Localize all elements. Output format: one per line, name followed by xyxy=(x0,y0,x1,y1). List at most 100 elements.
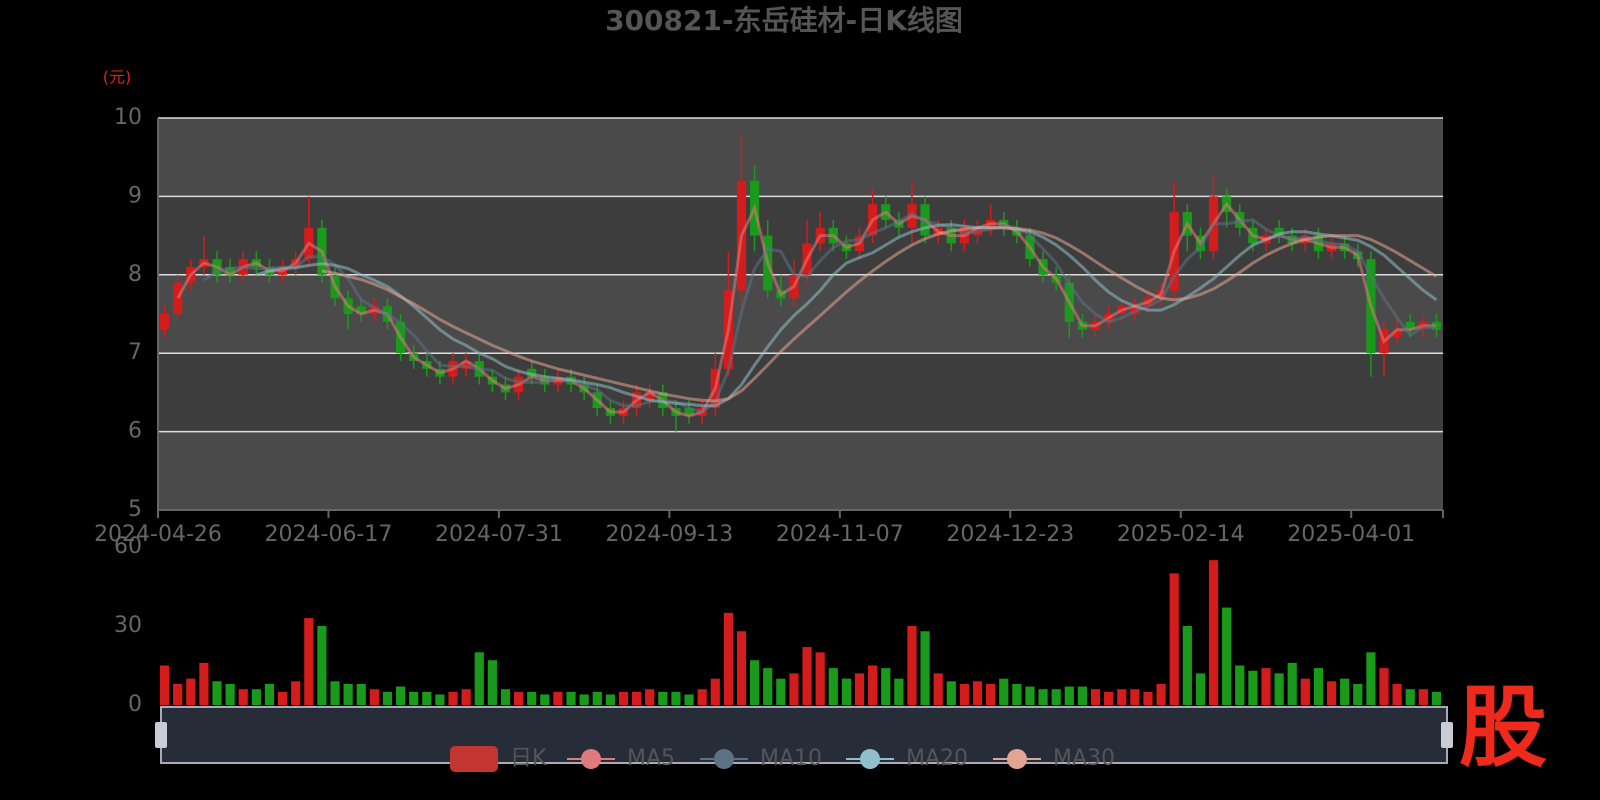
volume-bar xyxy=(933,673,943,705)
volume-bar xyxy=(317,626,327,705)
candle-body xyxy=(461,361,471,369)
volume-bar xyxy=(828,668,838,705)
legend: 日K MA5 MA10 MA20 MA30 xyxy=(450,746,1115,772)
volume-plot: 0 30 60 xyxy=(114,534,1442,717)
legend-icon xyxy=(1007,749,1027,769)
volume-bar xyxy=(881,668,891,705)
data-zoom[interactable] xyxy=(155,706,1453,764)
volume-bar xyxy=(1077,686,1088,705)
volume-bar xyxy=(1064,686,1074,705)
legend-label: MA30 xyxy=(1053,746,1115,771)
volume-bar xyxy=(959,683,969,705)
logo: 股 xyxy=(1459,676,1547,779)
volume-bar xyxy=(1025,686,1035,705)
volume-bar xyxy=(723,612,733,705)
volume-bar xyxy=(1222,607,1232,705)
volume-bar xyxy=(1117,689,1127,705)
candle-body xyxy=(1405,321,1415,330)
legend-icon xyxy=(714,749,734,769)
legend-icon xyxy=(860,749,880,769)
volume-bar xyxy=(697,689,707,705)
volume-bar xyxy=(1274,673,1284,705)
volume-bar xyxy=(461,689,471,705)
zoom-handle[interactable] xyxy=(1441,722,1453,748)
volume-bar xyxy=(1392,683,1402,705)
x-tick-label: 2024-09-13 xyxy=(605,522,733,547)
volume-bar xyxy=(920,631,930,705)
volume-bar xyxy=(999,678,1009,705)
volume-bar xyxy=(946,681,956,705)
candle-body xyxy=(527,368,537,377)
volume-bar xyxy=(264,683,275,705)
y-tick-label: 30 xyxy=(114,613,142,638)
volume-bar xyxy=(1104,691,1114,705)
x-tick-label: 2024-04-26 xyxy=(94,522,222,547)
volume-bar xyxy=(435,694,445,705)
volume-bar xyxy=(789,673,799,705)
y-tick-label: 5 xyxy=(128,497,142,522)
volume-bar xyxy=(173,683,183,705)
candle-body xyxy=(159,314,170,330)
y-tick-label: 9 xyxy=(128,183,142,208)
volume-bar xyxy=(1156,683,1166,705)
volume-bar xyxy=(159,665,170,705)
zoom-handle[interactable] xyxy=(155,722,167,748)
x-tick-label: 2025-04-01 xyxy=(1287,522,1415,547)
volume-bar xyxy=(1208,560,1219,705)
volume-bar xyxy=(894,678,904,705)
volume-bar xyxy=(212,681,222,705)
candle-body xyxy=(1274,227,1284,236)
volume-bar xyxy=(513,691,524,705)
volume-bar xyxy=(277,691,288,705)
legend-icon xyxy=(450,746,498,772)
candle-body xyxy=(645,392,655,401)
candle-body xyxy=(684,408,694,416)
y-tick-label: 60 xyxy=(114,534,142,559)
volume-bar xyxy=(540,694,550,705)
volume-bar xyxy=(986,683,996,705)
volume-bar xyxy=(395,686,406,705)
volume-bar xyxy=(579,694,589,705)
volume-bar xyxy=(356,683,366,705)
y-tick-label: 0 xyxy=(128,692,142,717)
volume-bar xyxy=(645,689,655,705)
volume-bar xyxy=(1248,670,1258,705)
volume-bar xyxy=(776,678,786,705)
volume-bar xyxy=(854,673,865,705)
volume-bar xyxy=(907,626,917,705)
volume-bar xyxy=(238,689,248,705)
ma-line xyxy=(255,223,1438,408)
main-plot xyxy=(159,133,1442,432)
legend-label: MA20 xyxy=(906,746,968,771)
volume-bar xyxy=(802,647,812,705)
candle-body xyxy=(1392,329,1402,338)
plot-area: 5 6 7 8 9 10 2024-04-26 2024-06-17 2024-07-31 202… xyxy=(94,105,1444,547)
y-tick-label: 6 xyxy=(128,419,142,444)
volume-bar xyxy=(1353,683,1363,705)
volume-bar xyxy=(186,678,196,705)
zoom-window[interactable] xyxy=(160,706,1448,764)
volume-bar xyxy=(1326,681,1337,705)
volume-bar xyxy=(1051,689,1061,705)
volume-bar xyxy=(1012,683,1022,705)
volume-bar xyxy=(566,691,576,705)
volume-bar xyxy=(1287,662,1297,705)
volume-bar xyxy=(972,681,983,705)
y-tick-label: 10 xyxy=(114,105,142,130)
volume-bar xyxy=(1366,652,1376,705)
x-tick-label: 2024-07-31 xyxy=(435,522,563,547)
legend-label: MA10 xyxy=(760,746,822,771)
x-tick-label: 2025-02-14 xyxy=(1117,522,1245,547)
volume-bar xyxy=(684,694,694,705)
volume-bar xyxy=(1090,689,1101,705)
candle-body xyxy=(1431,321,1442,330)
x-tick-label: 2024-11-07 xyxy=(776,522,904,547)
split-area xyxy=(158,353,1443,432)
legend-label: 日K xyxy=(510,746,547,771)
volume-bar xyxy=(1169,573,1179,705)
candle-body xyxy=(225,266,235,275)
volume-bar xyxy=(1431,691,1442,705)
ma-line xyxy=(321,226,1438,403)
volume-bar xyxy=(710,678,720,705)
